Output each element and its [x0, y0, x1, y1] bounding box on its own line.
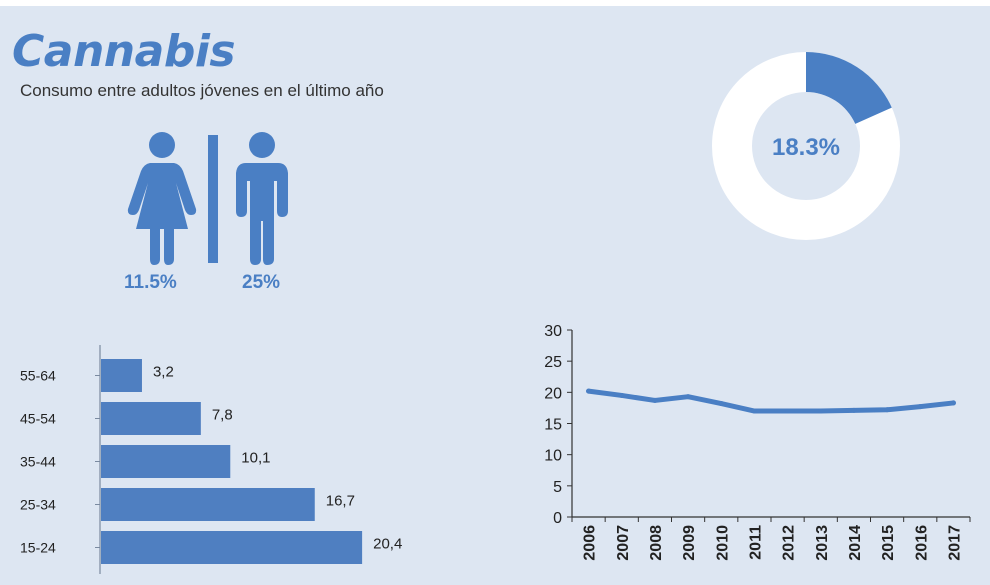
donut-value-slice — [806, 52, 892, 124]
x-tick-label: 2008 — [648, 525, 665, 561]
page-subtitle: Consumo entre adultos jóvenes en el últi… — [20, 81, 384, 100]
x-tick-label: 2011 — [747, 525, 764, 560]
bar-45-54 — [101, 402, 201, 435]
x-tick-label: 2016 — [913, 525, 930, 561]
y-tick-label: 20 — [544, 385, 562, 402]
bar-value-label: 7,8 — [212, 407, 233, 424]
x-tick-label: 2014 — [847, 525, 864, 561]
bar-35-44 — [101, 445, 231, 478]
bar-category-label: 35-44 — [20, 454, 56, 470]
trend-point-2012 — [785, 408, 791, 414]
age-bar-chart: 55-64 3,2 45-54 7,8 35-44 10,1 25-34 16,7 15-24 2… — [20, 345, 402, 574]
trend-point-2014 — [851, 407, 857, 413]
x-tick-label: 2015 — [880, 525, 897, 561]
donut-center-label: 18.3% — [772, 134, 840, 161]
x-tick-label: 2017 — [946, 525, 963, 561]
bar-category-label: 45-54 — [20, 411, 56, 427]
gender-divider — [208, 135, 218, 263]
bar-value-label: 10,1 — [241, 450, 270, 467]
page-title: Cannabis — [12, 26, 236, 77]
x-tick-label: 2007 — [615, 525, 632, 561]
x-tick-label: 2012 — [781, 525, 798, 561]
y-tick-label: 10 — [544, 448, 562, 465]
bar-category-label: 55-64 — [20, 368, 56, 384]
trend-line-chart: 0 5 10 15 20 25 30 2006 2007 2008 2009 2010 2011 2012… — [544, 323, 971, 561]
gender-panel: 11.5% 25% — [110, 125, 330, 300]
trend-point-2009 — [685, 394, 691, 400]
bar-value-label: 16,7 — [326, 493, 355, 510]
female-percentage: 11.5% — [124, 272, 177, 293]
donut-chart: 18.3% — [712, 52, 900, 240]
x-tick-label: 2013 — [814, 525, 831, 561]
x-tick-label: 2006 — [582, 525, 599, 561]
trend-point-2015 — [884, 407, 890, 413]
bar-25-34 — [101, 488, 315, 521]
gender-figures — [127, 132, 288, 265]
trend-point-2013 — [818, 408, 824, 414]
y-tick-label: 30 — [544, 323, 562, 340]
bar-category-label: 25-34 — [20, 497, 56, 513]
male-person-icon — [236, 132, 288, 265]
x-tick-label: 2009 — [681, 525, 698, 561]
bar-value-label: 20,4 — [373, 536, 402, 553]
y-tick-label: 15 — [544, 417, 562, 434]
trend-line — [586, 388, 956, 414]
top-border — [0, 0, 990, 6]
male-percentage: 25% — [242, 272, 281, 293]
y-tick-label: 0 — [553, 510, 562, 527]
bar-value-label: 3,2 — [153, 364, 174, 381]
bar-55-64 — [101, 359, 142, 392]
trend-point-2017 — [950, 400, 956, 406]
trend-point-2011 — [751, 408, 757, 414]
x-tick-label: 2010 — [714, 525, 731, 561]
trend-point-2006 — [586, 388, 592, 394]
y-tick-label: 5 — [553, 479, 562, 496]
bar-category-label: 15-24 — [20, 540, 56, 556]
trend-point-2010 — [718, 401, 724, 407]
trend-point-2016 — [917, 404, 923, 410]
y-tick-label: 25 — [544, 354, 562, 371]
trend-point-2007 — [619, 392, 625, 398]
female-person-icon — [127, 132, 197, 265]
bar-15-24 — [101, 531, 363, 564]
trend-point-2008 — [652, 397, 658, 403]
